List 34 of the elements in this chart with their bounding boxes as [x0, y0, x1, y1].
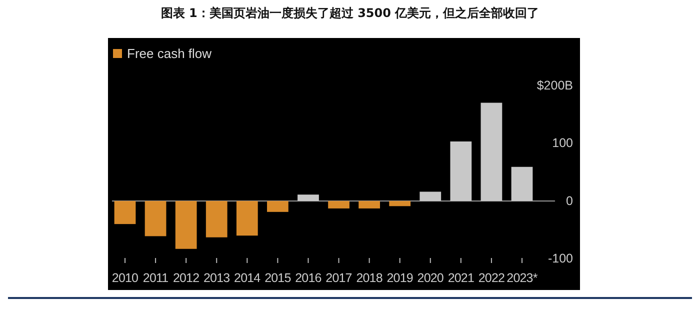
x-tick-label: 2016 — [295, 271, 322, 285]
x-tick-label: 2020 — [417, 271, 444, 285]
bar — [450, 141, 472, 201]
y-tick-label: 100 — [552, 136, 574, 150]
bar — [236, 200, 258, 236]
bar — [358, 200, 380, 208]
x-tick-label: 2011 — [142, 271, 169, 285]
x-tick-label: 2015 — [264, 271, 292, 285]
y-tick-label: -100 — [548, 252, 574, 266]
bar — [144, 200, 166, 236]
x-tick-label: 2022 — [478, 271, 506, 285]
x-tick-label: 2019 — [386, 271, 414, 285]
bar — [328, 200, 350, 208]
bar — [420, 192, 442, 201]
bar — [480, 102, 502, 201]
x-tick-label: 2018 — [356, 271, 383, 285]
chart-title: 图表 1：美国页岩油一度损失了超过 3500 亿美元，但之后全部收回了 — [160, 6, 540, 20]
y-tick-label: 0 — [566, 194, 574, 208]
bar — [511, 166, 533, 201]
x-tick-label: 2012 — [172, 271, 200, 285]
bar — [298, 194, 319, 201]
x-tick-label: 2010 — [112, 271, 139, 285]
bar — [206, 200, 228, 238]
x-tick-label: 2017 — [326, 271, 352, 285]
x-tick-label: 2013 — [204, 271, 230, 285]
x-tick-label: 2014 — [234, 271, 261, 285]
bar — [267, 200, 288, 212]
x-tick-label: 2021 — [448, 271, 474, 285]
x-tick-label: 2023* — [506, 271, 538, 285]
bar — [175, 200, 197, 249]
legend-label: Free cash flow — [127, 46, 212, 61]
y-tick-label: $200B — [536, 78, 573, 92]
bar — [389, 200, 411, 206]
bar — [114, 200, 136, 224]
